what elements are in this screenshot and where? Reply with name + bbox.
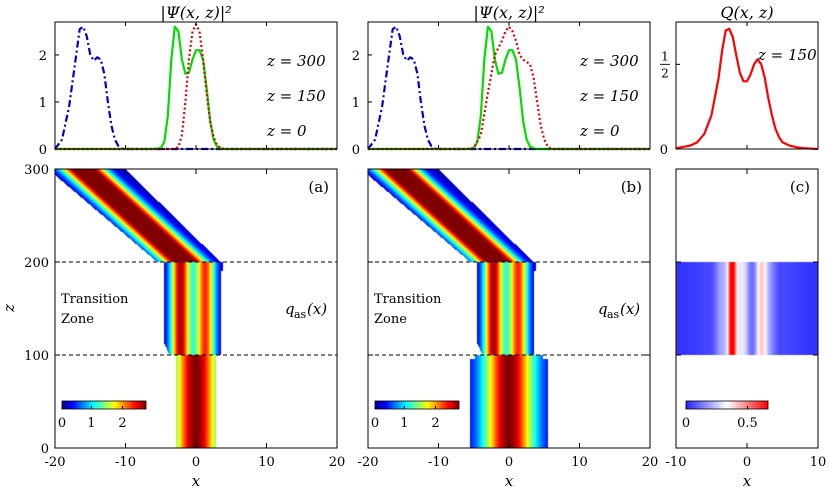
z-tick-label: 200 [24,256,49,271]
qas-label: q [285,300,295,318]
colorbar-tick-label: 0 [371,416,379,431]
colorbar-tick-label: 0.5 [737,416,758,431]
top-plot-frame-c [675,21,819,150]
x-tick-label: 10 [810,455,827,470]
colorbar-c [685,400,769,410]
plot-title-c: Q(x, z) [720,3,773,22]
qas-subscript: as [294,308,307,321]
x-tick-label: 10 [258,455,275,470]
plot-title-b: |Ψ(x, z)|² [473,3,544,22]
x-tick-label: 20 [642,455,659,470]
x-tick-label: -20 [45,455,66,470]
z-tick-label: 0 [41,442,49,457]
colorbar-tick-label: 0 [58,416,66,431]
qas-argument: (x) [307,300,327,318]
x-tick-label: -10 [428,455,449,470]
y-tick-label: 2 [352,49,360,64]
x-tick-label: 10 [571,455,588,470]
colorbar-tick-label: 2 [431,416,439,431]
x-tick-label: -20 [358,455,379,470]
z-tick-label: 100 [24,349,49,364]
y-tick-label-den: 2 [661,66,669,80]
y-tick-label: 2 [39,49,47,64]
zone-label: Zone [61,312,94,327]
transition-label: Transition [374,292,442,307]
qas-subscript: as [607,308,620,321]
x-axis-label: x [505,472,514,490]
x-tick-label: -10 [666,455,687,470]
panel-label-b: (b) [621,178,642,196]
legend-z300: z = 300 [579,52,639,70]
legend-z0: z = 0 [579,122,620,140]
legend-z150: z = 150 [579,87,639,105]
legend-q-z150: z = 150 [757,46,817,64]
colorbar-tick-label: 1 [400,416,408,431]
plot-title-a: |Ψ(x, z)|² [160,3,231,22]
x-tick-label: 0 [192,455,200,470]
top-b-series-1-line [368,25,650,151]
panel-label-c: (c) [790,178,810,196]
legend-z0: z = 0 [266,122,307,140]
y-tick-label: 1 [39,96,47,111]
colorbar-a [61,400,147,410]
x-axis-label: x [743,472,752,490]
top-c-series-0-line [675,27,819,151]
y-tick-label: 0 [660,143,668,158]
x-tick-label: 0 [505,455,513,470]
x-tick-label: 20 [329,455,346,470]
colorbar-tick-label: 2 [118,416,126,431]
panel-label-a: (a) [308,178,329,196]
colorbar-tick-label: 0 [682,416,690,431]
x-axis-label: x [192,472,201,490]
y-tick-label: 1 [352,96,360,111]
top-b-series-2-line [368,25,650,151]
legend-z300: z = 300 [266,52,326,70]
x-tick-label: -10 [115,455,136,470]
colorbar-b [374,400,460,410]
zone-label: Zone [374,312,407,327]
legend-z150: z = 150 [266,87,326,105]
y-tick-label-num: 1 [661,49,669,63]
top-a-series-2-line [55,23,337,151]
x-tick-label: 0 [743,455,751,470]
transition-label: Transition [61,292,129,307]
qas-argument: (x) [620,300,640,318]
qas-label: q [598,300,608,318]
z-axis-label: z [0,304,18,313]
y-tick-label: 0 [39,143,47,158]
z-tick-label: 300 [24,163,49,178]
y-tick-label: 0 [352,143,360,158]
colorbar-tick-label: 1 [87,416,95,431]
